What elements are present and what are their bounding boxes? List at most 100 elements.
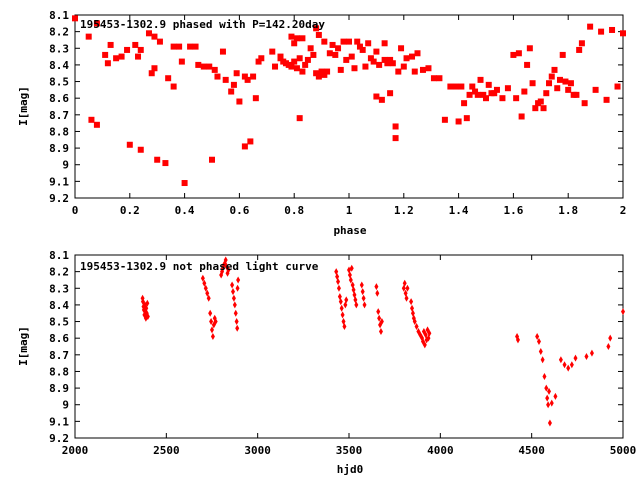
phased-y-tick-label: 9.2 bbox=[49, 192, 69, 205]
phased-data-point bbox=[524, 61, 531, 68]
unphased-data-point bbox=[145, 299, 150, 307]
phased-y-tick-label: 9 bbox=[62, 159, 69, 172]
phased-data-point bbox=[181, 180, 188, 187]
phased-data-point bbox=[137, 146, 144, 153]
phased-data-point bbox=[367, 55, 374, 62]
phased-data-point bbox=[255, 58, 262, 65]
phased-data-point bbox=[148, 70, 155, 77]
phased-data-point bbox=[156, 38, 163, 45]
phased-data-point bbox=[329, 41, 336, 48]
phased-x-tick-label: 0.2 bbox=[120, 204, 140, 217]
phased-data-point bbox=[200, 63, 207, 70]
unphased-data-point bbox=[348, 276, 353, 284]
unphased-x-tick-label: 3000 bbox=[244, 444, 271, 457]
unphased-data-point bbox=[414, 323, 419, 331]
phased-data-point bbox=[411, 68, 418, 75]
phased-data-point bbox=[85, 33, 92, 40]
phased-data-point bbox=[296, 115, 303, 122]
unphased-x-axis-label: hjd0 bbox=[337, 463, 364, 476]
phased-data-point bbox=[537, 98, 544, 105]
unphased-data-point bbox=[589, 349, 594, 357]
unphased-data-point bbox=[549, 399, 554, 407]
unphased-y-tick-label: 9 bbox=[62, 399, 69, 412]
unphased-data-point bbox=[621, 308, 625, 316]
phased-data-point bbox=[335, 45, 342, 52]
phased-y-tick-label: 8.5 bbox=[49, 76, 69, 89]
unphased-data-point bbox=[213, 318, 218, 326]
phased-y-tick-label: 8.1 bbox=[49, 9, 69, 22]
phased-data-point bbox=[351, 65, 358, 72]
phased-data-point bbox=[381, 40, 388, 47]
phased-data-point bbox=[554, 85, 561, 92]
phased-data-point bbox=[222, 76, 229, 83]
phased-data-point bbox=[384, 60, 391, 67]
phased-data-point bbox=[540, 105, 547, 112]
phased-data-point bbox=[392, 123, 399, 130]
unphased-data-point bbox=[236, 276, 241, 284]
phased-data-point bbox=[219, 48, 226, 55]
phased-data-point bbox=[288, 63, 295, 70]
phased-data-point bbox=[414, 50, 421, 57]
unphased-data-point bbox=[569, 361, 574, 369]
phased-data-point bbox=[587, 23, 594, 30]
phased-data-point bbox=[321, 38, 328, 45]
phased-data-point bbox=[491, 90, 498, 97]
phased-data-point bbox=[343, 56, 350, 63]
unphased-light-curve-panel: hjd0 I[mag] 2000 2500 3000 3500 4000 4500 5000… bbox=[17, 249, 636, 476]
phased-data-point bbox=[395, 68, 402, 75]
unphased-data-point bbox=[200, 274, 205, 282]
unphased-y-tick-label: 8.6 bbox=[49, 332, 69, 345]
phased-data-point bbox=[313, 25, 320, 32]
phased-data-point bbox=[532, 105, 539, 112]
phased-data-point bbox=[499, 95, 506, 102]
phased-x-axis-label: phase bbox=[333, 224, 366, 237]
unphased-x-tick-label: 2000 bbox=[62, 444, 89, 457]
unphased-data-point bbox=[349, 264, 354, 272]
unphased-y-tick-label: 8.5 bbox=[49, 316, 69, 329]
phased-data-point bbox=[206, 63, 213, 70]
unphased-data-point bbox=[553, 392, 558, 400]
unphased-data-point bbox=[608, 334, 613, 342]
phased-data-point bbox=[326, 50, 333, 57]
phased-data-point bbox=[556, 76, 563, 83]
phased-data-point bbox=[455, 118, 462, 125]
phased-data-point bbox=[387, 56, 394, 63]
unphased-data-point bbox=[235, 324, 240, 332]
phased-data-point bbox=[565, 86, 572, 93]
phased-data-point bbox=[118, 53, 125, 60]
phased-data-point bbox=[102, 51, 109, 58]
phased-data-point bbox=[88, 116, 95, 123]
phased-data-point bbox=[521, 88, 528, 95]
unphased-y-tick-label: 8.7 bbox=[49, 349, 69, 362]
phased-data-point bbox=[272, 63, 279, 70]
phased-data-point bbox=[337, 66, 344, 73]
unphased-data-point bbox=[233, 309, 238, 317]
phased-data-point bbox=[324, 68, 331, 75]
unphased-data-point bbox=[376, 308, 381, 316]
phased-data-point bbox=[452, 83, 459, 90]
unphased-data-point bbox=[606, 343, 611, 350]
unphased-data-point bbox=[336, 284, 341, 292]
phased-data-point bbox=[469, 83, 476, 90]
phased-data-point bbox=[609, 26, 616, 33]
phased-data-point bbox=[518, 113, 525, 120]
phased-x-tick-label: 0.4 bbox=[175, 204, 195, 217]
phased-x-tick-label: 0.8 bbox=[284, 204, 304, 217]
phased-data-point bbox=[145, 30, 152, 37]
phased-data-point bbox=[370, 58, 377, 65]
unphased-x-tick-label: 2500 bbox=[153, 444, 180, 457]
unphased-data-point bbox=[547, 419, 552, 427]
unphased-data-point bbox=[205, 289, 210, 297]
unphased-data-point bbox=[361, 294, 366, 302]
phased-data-point bbox=[230, 81, 237, 88]
phased-data-point bbox=[258, 55, 265, 62]
phased-data-point bbox=[332, 51, 339, 58]
phased-y-tick-label: 8.2 bbox=[49, 26, 69, 39]
unphased-y-tick-label: 8.1 bbox=[49, 249, 69, 262]
unphased-data-point bbox=[573, 354, 578, 362]
phased-data-point bbox=[356, 43, 363, 50]
unphased-data-point bbox=[378, 328, 383, 336]
phased-data-point bbox=[176, 43, 183, 50]
unphased-y-axis-label: I[mag] bbox=[17, 326, 30, 366]
unphased-plot-frame bbox=[74, 254, 624, 439]
